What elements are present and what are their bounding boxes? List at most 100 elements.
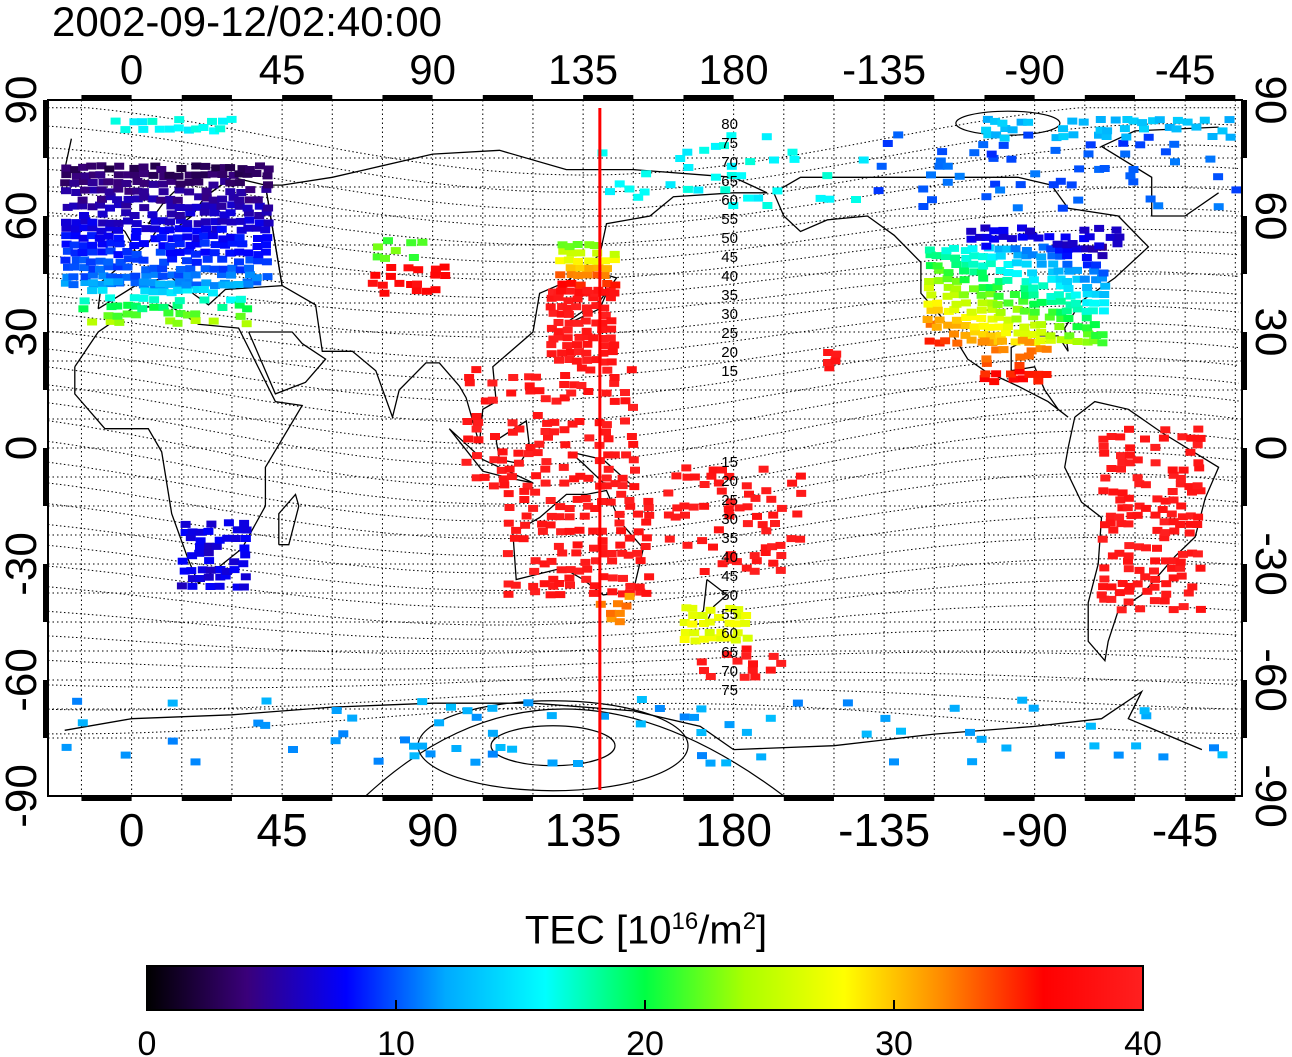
tec-cell bbox=[776, 659, 787, 667]
tec-cell bbox=[1116, 520, 1127, 528]
tec-cell bbox=[1117, 489, 1128, 497]
tec-cell bbox=[1057, 204, 1068, 212]
tec-cell bbox=[89, 171, 99, 179]
tec-cell bbox=[1079, 275, 1090, 283]
tec-cell bbox=[562, 305, 573, 312]
tec-cell bbox=[105, 247, 116, 255]
tec-cell bbox=[576, 364, 587, 372]
tec-cell bbox=[943, 269, 954, 277]
tec-cell bbox=[215, 573, 226, 581]
tec-cell bbox=[510, 581, 521, 589]
mag-contour bbox=[48, 287, 1239, 338]
y-tick-label-right: -60 bbox=[1246, 648, 1292, 712]
tec-cell bbox=[716, 634, 727, 642]
tec-cell bbox=[234, 179, 245, 187]
tec-cell bbox=[960, 331, 971, 339]
tec-cell bbox=[226, 218, 237, 226]
tec-cell bbox=[922, 316, 933, 323]
tec-cell bbox=[1135, 141, 1146, 149]
tec-cell bbox=[732, 657, 743, 665]
tec-cell bbox=[981, 193, 992, 201]
tec-cell bbox=[689, 713, 699, 721]
tec-cell bbox=[539, 560, 550, 568]
tec-cell bbox=[599, 272, 610, 279]
tec-cell bbox=[553, 333, 564, 341]
tec-cell bbox=[992, 301, 1003, 309]
tec-cell bbox=[192, 227, 203, 235]
tec-cell bbox=[234, 301, 245, 309]
tec-cell bbox=[221, 568, 232, 575]
tec-cell bbox=[203, 527, 214, 535]
tec-cell bbox=[1010, 338, 1021, 346]
tec-cell bbox=[1194, 464, 1205, 472]
tec-cell bbox=[571, 303, 582, 311]
tec-cell bbox=[952, 339, 963, 347]
tec-cell bbox=[606, 325, 617, 333]
tec-cell bbox=[1114, 233, 1125, 241]
tec-cell bbox=[582, 565, 593, 573]
tec-cell bbox=[1046, 293, 1057, 300]
frame-bar-bottom bbox=[81, 796, 132, 801]
tec-cell bbox=[122, 273, 133, 281]
tec-cell bbox=[172, 301, 183, 309]
tec-cell bbox=[1058, 133, 1069, 141]
tec-cell bbox=[743, 194, 754, 202]
tec-cell bbox=[122, 248, 133, 255]
tec-cell bbox=[641, 589, 652, 597]
tec-cell bbox=[129, 164, 140, 172]
tec-cell bbox=[1097, 252, 1108, 260]
tec-cell bbox=[1094, 242, 1105, 250]
mag-contour bbox=[48, 374, 1239, 445]
tec-cell bbox=[1053, 267, 1064, 275]
tec-cell bbox=[969, 252, 980, 260]
tec-cell bbox=[942, 162, 953, 170]
colorbar-tick-label: 40 bbox=[1124, 1025, 1162, 1057]
tec-cell bbox=[253, 719, 264, 727]
tec-cell bbox=[582, 286, 593, 294]
tec-cell bbox=[614, 618, 625, 626]
tec-cell bbox=[106, 273, 117, 281]
tec-cell bbox=[1091, 290, 1102, 298]
tec-cell bbox=[377, 281, 388, 289]
tec-cell bbox=[174, 240, 185, 248]
tec-cell bbox=[566, 279, 577, 287]
tec-cell bbox=[139, 179, 150, 187]
tec-cell bbox=[995, 252, 1006, 260]
tec-cell bbox=[1100, 521, 1110, 529]
tec-cell bbox=[240, 551, 251, 559]
tec-cell bbox=[130, 171, 140, 179]
tec-cell bbox=[1055, 282, 1066, 290]
tec-cell bbox=[625, 502, 636, 510]
tec-cell bbox=[235, 217, 246, 225]
tec-cell bbox=[981, 126, 992, 134]
tec-cell bbox=[130, 279, 141, 287]
tec-cell bbox=[1087, 307, 1098, 315]
tec-cell bbox=[566, 348, 576, 356]
tec-cell bbox=[1046, 298, 1057, 305]
tec-cell bbox=[546, 712, 557, 720]
tec-cell bbox=[926, 306, 937, 314]
tec-cell bbox=[1033, 370, 1044, 378]
tec-cell bbox=[620, 389, 630, 396]
tec-cell bbox=[496, 466, 507, 474]
tec-cell bbox=[190, 317, 201, 324]
tec-cell bbox=[94, 234, 105, 242]
frame-bar-top bbox=[683, 95, 734, 100]
tec-cell bbox=[1192, 441, 1203, 449]
tec-cell bbox=[614, 180, 625, 188]
tec-cell bbox=[519, 496, 530, 503]
tec-cell bbox=[1177, 433, 1188, 441]
tec-cell bbox=[620, 397, 631, 405]
tec-cell bbox=[1102, 127, 1113, 135]
tec-cell bbox=[560, 441, 571, 449]
tec-cell bbox=[232, 583, 243, 591]
tec-cell bbox=[1225, 133, 1236, 141]
tec-cell bbox=[558, 463, 569, 471]
tec-cell bbox=[976, 268, 987, 276]
tec-cell bbox=[663, 511, 674, 519]
tec-cell bbox=[174, 116, 185, 124]
tec-cell bbox=[167, 235, 178, 243]
tec-cell bbox=[471, 366, 482, 374]
tec-cell bbox=[1033, 234, 1044, 242]
tec-cell bbox=[518, 535, 529, 543]
